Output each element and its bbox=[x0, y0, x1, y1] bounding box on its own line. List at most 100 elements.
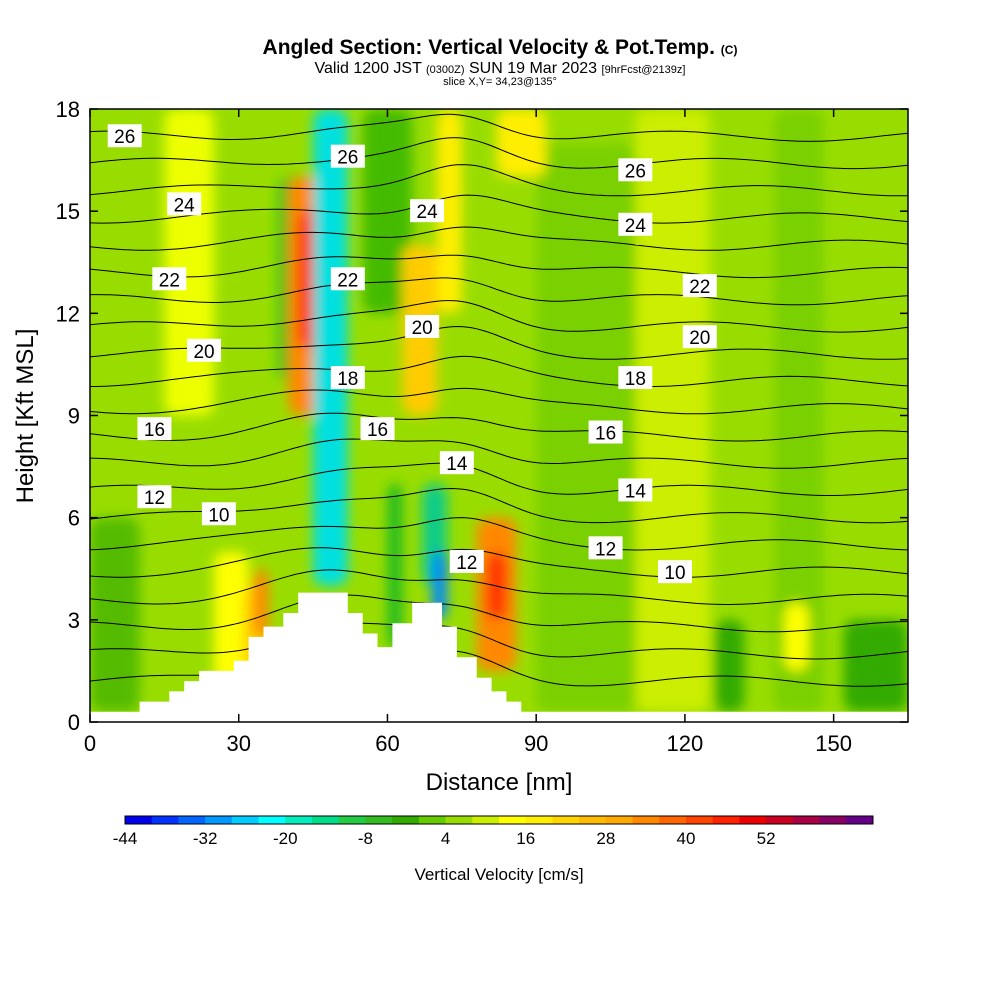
colorbar-swatch bbox=[819, 816, 847, 824]
contour-label-box bbox=[107, 124, 142, 148]
theta-contour bbox=[90, 137, 908, 170]
y-axis-label: Height [Kft MSL] bbox=[12, 329, 39, 504]
contour-label-box bbox=[410, 199, 445, 223]
contour-label-box bbox=[152, 267, 187, 291]
theta-contour bbox=[90, 517, 908, 551]
contour-label-text: 14 bbox=[625, 481, 647, 502]
velocity-cell bbox=[496, 109, 547, 178]
velocity-cell bbox=[714, 619, 745, 712]
colorbar-swatch bbox=[205, 816, 233, 824]
colorbar-swatch bbox=[552, 816, 580, 824]
contour-label-box bbox=[330, 366, 365, 390]
contour-label-text: 18 bbox=[337, 369, 358, 390]
colorbar bbox=[124, 815, 874, 825]
colorbar-swatch bbox=[365, 816, 393, 824]
theta-contour bbox=[90, 622, 908, 660]
colorbar-swatch bbox=[525, 816, 553, 824]
valid-utc: (0300Z) bbox=[426, 64, 465, 76]
velocity-cell bbox=[90, 517, 140, 712]
contour-label: 10 bbox=[201, 502, 236, 526]
contour-label: 22 bbox=[330, 267, 365, 291]
theta-contour bbox=[90, 300, 908, 333]
y-tick-label: 12 bbox=[56, 301, 80, 326]
contour-label-box bbox=[405, 314, 440, 338]
contour-label: 18 bbox=[330, 366, 365, 390]
terrain bbox=[90, 592, 908, 722]
colorbar-swatch bbox=[766, 816, 794, 824]
contour-label-box bbox=[360, 417, 395, 441]
x-tick-label: 120 bbox=[667, 731, 704, 756]
y-tick-label: 3 bbox=[68, 608, 80, 633]
theta-contour bbox=[90, 164, 908, 197]
contour-label-text: 20 bbox=[412, 318, 433, 339]
theta-contour bbox=[90, 254, 908, 279]
contour-label-text: 12 bbox=[595, 539, 616, 560]
colorbar-tick-label: -44 bbox=[113, 829, 138, 848]
x-tick-label: 0 bbox=[84, 731, 96, 756]
colorbar-title: Vertical Velocity [cm/s] bbox=[414, 865, 583, 884]
theta-contour bbox=[90, 113, 908, 142]
contour-label-box bbox=[618, 366, 653, 390]
valid-fcst: [9hrFcst@2139z] bbox=[601, 64, 686, 76]
contour-label-box bbox=[682, 325, 717, 349]
contour-label: 18 bbox=[618, 366, 653, 390]
contour-label: 20 bbox=[187, 338, 222, 363]
contour-label-box bbox=[137, 485, 172, 509]
contour-label: 20 bbox=[682, 325, 717, 349]
colorbar-swatch bbox=[125, 816, 153, 824]
y-tick-label: 15 bbox=[56, 199, 80, 224]
theta-contours bbox=[90, 113, 908, 687]
contour-label-text: 26 bbox=[114, 127, 135, 148]
contour-label-text: 16 bbox=[367, 420, 388, 441]
velocity-cell bbox=[362, 109, 413, 314]
colorbar-swatch bbox=[499, 816, 527, 824]
colorbar-ticks: -44 -32 -20 -8 4 16 28 40 52 bbox=[113, 829, 776, 848]
x-tick-label: 30 bbox=[226, 731, 250, 756]
contour-label-box bbox=[618, 212, 653, 236]
colorbar-swatch bbox=[846, 816, 874, 824]
velocity-cell bbox=[437, 109, 462, 314]
contour-label: 14 bbox=[618, 478, 653, 502]
contour-label-text: 24 bbox=[174, 195, 196, 216]
contour-label: 24 bbox=[167, 192, 202, 216]
velocity-cell bbox=[536, 143, 636, 712]
chart-title: Angled Section: Vertical Velocity & Pot.… bbox=[0, 36, 1000, 60]
velocity-cell bbox=[313, 109, 348, 586]
colorbar-swatch bbox=[632, 816, 660, 824]
contour-label-box bbox=[682, 274, 717, 298]
contour-label-text: 24 bbox=[417, 202, 439, 223]
contour-label-box bbox=[330, 267, 365, 291]
colorbar-tick-label: -8 bbox=[358, 829, 373, 848]
contour-label-text: 20 bbox=[689, 328, 710, 349]
x-tick-label: 150 bbox=[815, 731, 852, 756]
theta-contour bbox=[90, 594, 908, 633]
contour-label: 16 bbox=[360, 417, 395, 441]
colorbar-swatch bbox=[418, 816, 447, 824]
x-tick-label: 60 bbox=[375, 731, 399, 756]
contour-label: 20 bbox=[405, 314, 440, 339]
contour-label-box bbox=[167, 192, 202, 216]
theta-contour bbox=[90, 226, 908, 251]
colorbar-swatch bbox=[686, 816, 714, 824]
contour-label-text: 26 bbox=[625, 161, 646, 182]
colorbar-swatch bbox=[712, 816, 740, 824]
colorbar-swatch bbox=[579, 816, 607, 824]
contour-label: 26 bbox=[107, 124, 142, 148]
contour-label-text: 22 bbox=[159, 270, 180, 291]
velocity-cell bbox=[784, 602, 809, 671]
theta-contour bbox=[90, 355, 908, 388]
colorbar-swatch bbox=[231, 816, 260, 824]
theta-contour bbox=[90, 547, 908, 578]
colorbar-swatch bbox=[151, 816, 179, 824]
colorbar-tick-label: 40 bbox=[677, 829, 696, 848]
contour-label-text: 26 bbox=[337, 148, 358, 169]
contour-label: 22 bbox=[152, 267, 187, 291]
contour-label-box bbox=[588, 536, 623, 560]
contour-label: 16 bbox=[588, 420, 623, 445]
colorbar-tick-label: 28 bbox=[596, 829, 615, 848]
colorbar-swatch bbox=[258, 816, 286, 824]
contour-label-box bbox=[618, 158, 653, 182]
contour-label-text: 16 bbox=[595, 424, 616, 445]
x-tick-label: 90 bbox=[524, 731, 548, 756]
